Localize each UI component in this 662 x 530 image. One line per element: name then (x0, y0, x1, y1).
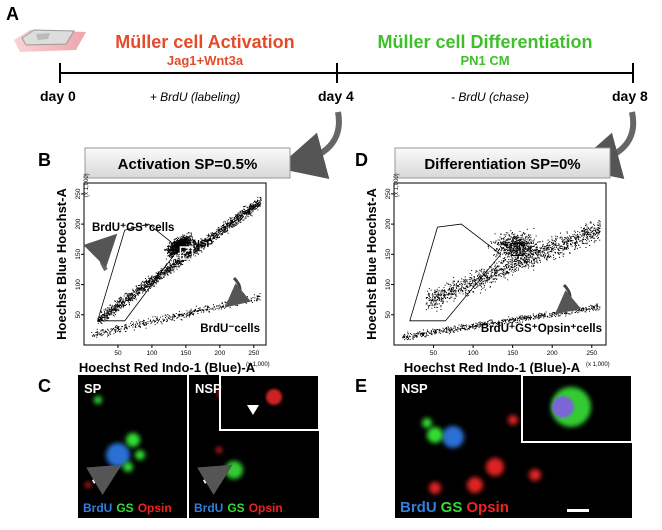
micrograph: NSP BrdU GS Opsin (189, 375, 319, 518)
stain-name: GS (441, 499, 463, 516)
scale-note: (x 1,000) (394, 173, 400, 197)
scale-bar (567, 509, 589, 512)
annotation: BrdU⁻cells (200, 323, 260, 335)
panel-label: C (38, 376, 51, 396)
y-tick-label: 50 (75, 311, 82, 319)
annotation: BrdU⁺GS⁺Opsin⁺cells (481, 323, 602, 335)
cell (467, 477, 483, 493)
differentiation-title: Müller cell Differentiation (377, 32, 592, 52)
cell (529, 469, 541, 481)
y-axis-label: Hoechst Blue Hoechst-A (54, 188, 69, 340)
y-tick-label: 250 (385, 188, 392, 199)
cell (427, 427, 443, 443)
x-tick-label: 200 (547, 350, 558, 357)
cell (126, 433, 140, 447)
cell (442, 426, 464, 448)
x-tick-label: 150 (180, 350, 191, 357)
scale-note: (x 1,000) (586, 362, 610, 368)
cell (486, 458, 504, 476)
image-label: NSP (195, 381, 222, 396)
curved-arrow (300, 112, 339, 162)
x-tick-label: 50 (430, 350, 438, 357)
x-tick-label: 200 (214, 350, 225, 357)
y-tick-label: 100 (385, 279, 392, 290)
scatter-plot: Differentiation SP=0% BrdU⁺GS⁺Opsin⁺cells… (364, 148, 610, 375)
x-tick-label: 50 (114, 350, 122, 357)
y-axis-label: Hoechst Blue Hoechst-A (364, 188, 379, 340)
phase-label: - BrdU (chase) (451, 90, 529, 104)
stain-name: Opsin (466, 499, 509, 516)
annotation: NSP (193, 239, 214, 250)
scale-note: (x 1,000) (84, 173, 90, 197)
plot-title: Activation SP=0.5% (118, 156, 258, 173)
x-tick-label: 250 (248, 350, 259, 357)
stain-name: BrdU (400, 499, 437, 516)
stain-name: Opsin (249, 501, 283, 515)
cell (266, 389, 282, 405)
cell (429, 482, 441, 494)
annotation: BrdU⁺GS⁺cells (92, 222, 174, 234)
day-label: day 0 (40, 88, 76, 104)
plots: Activation SP=0.5% BrdU⁺GS⁺cells NSP BrdU⁻c… (54, 148, 610, 375)
cell (422, 418, 432, 428)
x-tick-label: 150 (507, 350, 518, 357)
stain-name: GS (227, 501, 244, 515)
cell (216, 447, 222, 453)
y-tick-label: 100 (75, 279, 82, 290)
cell (135, 450, 145, 460)
device-icon (14, 30, 86, 52)
day-label: day 4 (318, 88, 354, 104)
stain-legend: BrdU GS Opsin (83, 501, 172, 515)
scale-note: (x 1,000) (246, 362, 270, 368)
stain-name: BrdU (83, 501, 112, 515)
timeline (60, 63, 633, 83)
cell (552, 396, 574, 418)
phase-label: + BrdU (labeling) (150, 90, 240, 104)
y-tick-label: 200 (385, 218, 392, 229)
y-tick-label: 150 (385, 249, 392, 260)
cell (94, 396, 102, 404)
day-label: day 8 (612, 88, 648, 104)
differentiation-sub: PN1 CM (460, 53, 509, 68)
stain-name: Opsin (138, 501, 172, 515)
activation-sub: Jag1+Wnt3a (167, 53, 244, 68)
y-tick-label: 150 (75, 249, 82, 260)
x-tick-label: 250 (586, 350, 597, 357)
stain-name: GS (116, 501, 133, 515)
micrograph: SP BrdU GS Opsin (78, 375, 187, 518)
x-tick-label: 100 (468, 350, 479, 357)
image-label: SP (84, 381, 102, 396)
cell (85, 482, 91, 488)
panel-label: B (38, 150, 51, 170)
activation-title: Müller cell Activation (115, 32, 294, 52)
panel-label: D (355, 150, 368, 170)
cell (225, 461, 243, 479)
image-label: NSP (401, 381, 428, 396)
plot-title: Differentiation SP=0% (424, 156, 580, 173)
panel-label: A (6, 4, 19, 24)
cell (123, 462, 133, 472)
stain-name: BrdU (194, 501, 223, 515)
y-tick-label: 50 (385, 311, 392, 319)
x-tick-label: 100 (146, 350, 157, 357)
panel-label: E (355, 376, 367, 396)
x-axis-label: Hoechst Red Indo-1 (Blue)-A (404, 360, 581, 375)
x-axis-label: Hoechst Red Indo-1 (Blue)-A (79, 360, 256, 375)
y-tick-label: 200 (75, 218, 82, 229)
stain-legend: BrdU GS Opsin (194, 501, 283, 515)
scatter-plot: Activation SP=0.5% BrdU⁺GS⁺cells NSP BrdU⁻c… (54, 148, 290, 375)
y-tick-label: 250 (75, 188, 82, 199)
cell (508, 415, 518, 425)
